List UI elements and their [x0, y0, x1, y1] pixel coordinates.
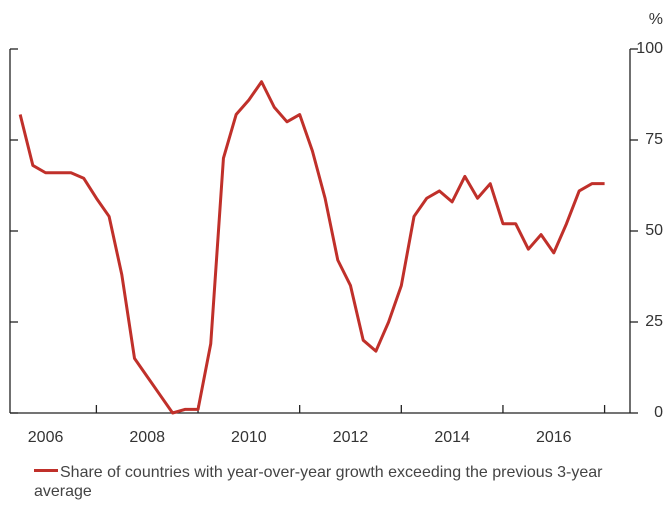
y-tick-label: 100 [636, 40, 663, 57]
x-tick-label: 2010 [231, 429, 267, 446]
legend-swatch [34, 469, 58, 473]
y-tick-label: 0 [654, 404, 663, 421]
series-line [18, 80, 605, 415]
legend: Share of countries with year-over-year g… [34, 463, 654, 501]
legend-label: Share of countries with year-over-year g… [34, 464, 603, 500]
y-tick-label: 50 [645, 222, 663, 239]
y-unit: % [649, 11, 663, 28]
chart: % 0 25 50 75 100 2006 2008 2010 2012 2014 2016 [9, 11, 663, 446]
x-tick-label: 2008 [129, 429, 165, 446]
y-tick-label: 25 [645, 313, 663, 330]
x-tick-label: 2012 [333, 429, 369, 446]
x-tick-label: 2014 [434, 429, 470, 446]
y-tick-label: 75 [645, 131, 663, 148]
x-tick-label: 2006 [28, 429, 64, 446]
x-tick-label: 2016 [536, 429, 572, 446]
